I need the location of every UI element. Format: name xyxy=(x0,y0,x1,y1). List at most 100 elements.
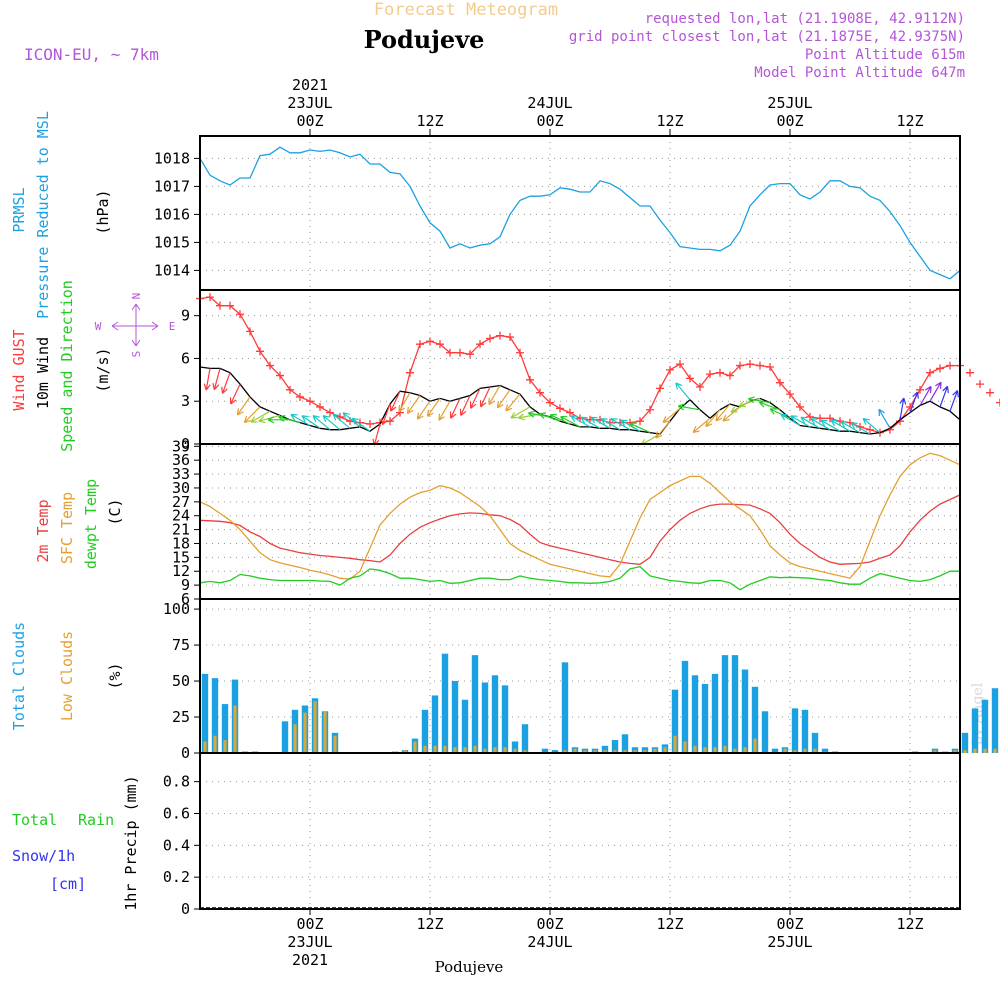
gust-marker xyxy=(206,293,214,302)
gust-marker xyxy=(276,371,284,380)
wind-barb xyxy=(488,385,501,406)
wind-barb xyxy=(398,392,411,413)
wind-barb xyxy=(351,417,371,432)
low-cloud-bar xyxy=(433,745,437,753)
product-title: Forecast Meteogram xyxy=(374,0,558,20)
precip-ytick-label: 0.6 xyxy=(163,804,190,822)
gust-marker xyxy=(526,375,534,384)
total-cloud-bar xyxy=(481,682,489,753)
low-cloud-bar xyxy=(793,750,797,753)
gust-marker xyxy=(936,364,944,373)
total-cloud-bar xyxy=(961,732,969,753)
temp-label-unit: (C) xyxy=(106,498,124,525)
total-cloud-bar xyxy=(431,695,439,753)
low-cloud-bar xyxy=(653,748,657,753)
bottom-xtick-label: 23JUL xyxy=(287,933,332,951)
low-cloud-bar xyxy=(643,750,647,753)
gust-marker xyxy=(266,361,274,370)
grid-point-coords: grid point closest lon,lat (21.1875E, 42… xyxy=(569,29,965,45)
low-cloud-bar xyxy=(523,750,527,753)
top-xtick-label: 12Z xyxy=(896,112,923,130)
low-cloud-bar xyxy=(723,745,727,753)
bottom-xtick-label: 25JUL xyxy=(767,933,812,951)
low-cloud-bar xyxy=(813,748,817,753)
pressure-ylabels: PRMSL Pressure Reduced to MSL (hPa) xyxy=(10,111,112,319)
gust-marker xyxy=(736,361,744,370)
low-cloud-bar xyxy=(703,747,707,753)
wind-barb xyxy=(406,395,421,415)
gust-marker xyxy=(646,405,654,414)
wind-barb xyxy=(820,419,841,432)
point-altitude: Point Altitude 615m xyxy=(805,47,965,63)
gust-marker xyxy=(446,348,454,357)
wind-barb xyxy=(939,385,949,408)
total-cloud-bar xyxy=(471,655,479,753)
low-cloud-bar xyxy=(573,748,577,753)
top-xtick-label: 00Z xyxy=(776,112,803,130)
temperature-ytick-label: 12 xyxy=(172,562,190,580)
low-cloud-bar xyxy=(993,748,997,753)
low-cloud-bar xyxy=(783,748,787,753)
gust-marker xyxy=(726,371,734,380)
total-cloud-bar xyxy=(771,748,779,753)
wind-ytick-label: 9 xyxy=(181,307,190,325)
wind-barb xyxy=(662,407,681,424)
wind-barb xyxy=(800,416,821,429)
precip-legend-rain: Rain xyxy=(78,811,114,829)
temperature-ytick-label: 18 xyxy=(172,534,190,552)
wind-barb xyxy=(290,413,311,427)
low-cloud-bar xyxy=(293,724,297,753)
gust-marker xyxy=(506,333,514,342)
low-cloud-bar xyxy=(733,748,737,753)
low-cloud-bar xyxy=(513,748,517,753)
gust-marker xyxy=(496,331,504,340)
low-cloud-bar xyxy=(683,741,687,753)
wind-barb xyxy=(258,414,281,424)
wind-barb xyxy=(850,422,871,435)
total-cloud-bar xyxy=(521,724,529,753)
gust-marker xyxy=(486,334,494,343)
low-cloud-bar xyxy=(203,741,207,753)
pressure-label-unit: (hPa) xyxy=(94,189,112,234)
low-cloud-bar xyxy=(673,735,677,753)
gust-marker xyxy=(826,414,834,423)
wind-barb xyxy=(381,403,391,426)
wind-barb xyxy=(250,410,271,423)
gust-marker xyxy=(556,404,564,413)
gust-marker xyxy=(976,380,984,389)
wind-barb xyxy=(747,396,771,404)
gust-marker xyxy=(916,385,924,394)
wind-label-gust: Wind GUST xyxy=(10,329,28,410)
gust-marker xyxy=(686,374,694,383)
wind-barb xyxy=(862,417,881,434)
total-cloud-bar xyxy=(421,709,429,753)
wind-legend-s: S xyxy=(130,351,143,358)
temperature-ytick-label: 36 xyxy=(172,451,190,469)
clouds-panel: 0 25 50 75 100 xyxy=(163,598,999,762)
top-xtick-label: 2021 xyxy=(292,76,328,94)
total-cloud-bar xyxy=(991,688,999,753)
wind-barb xyxy=(459,395,471,416)
low-cloud-bar xyxy=(983,748,987,753)
wind-barb xyxy=(538,412,561,422)
temp-label-dewpt: dewpt Temp xyxy=(82,479,100,569)
gust-marker xyxy=(656,384,664,393)
total-cloud-bar xyxy=(611,740,619,753)
pressure-ytick-label: 1015 xyxy=(154,233,190,251)
low-cloud-bar xyxy=(213,735,217,753)
low-cloud-bar xyxy=(423,745,427,753)
gust-marker xyxy=(996,398,1000,407)
low-cloud-bar xyxy=(743,747,747,753)
wind-barb xyxy=(243,406,261,424)
bottom-xtick-label: 12Z xyxy=(896,915,923,933)
gust-marker xyxy=(796,402,804,411)
wind-barb xyxy=(677,403,701,411)
precip-legend-total: Total xyxy=(12,811,57,829)
temperature-frame xyxy=(199,443,961,600)
gust-marker xyxy=(676,360,684,369)
wind-barb xyxy=(580,416,601,429)
gust-marker xyxy=(756,361,764,370)
total-cloud-bar xyxy=(201,673,209,753)
bottom-xtick-label: 2021 xyxy=(292,951,328,969)
low-cloud-bar xyxy=(303,712,307,753)
